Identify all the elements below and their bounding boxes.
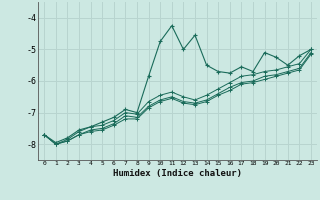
X-axis label: Humidex (Indice chaleur): Humidex (Indice chaleur) bbox=[113, 169, 242, 178]
